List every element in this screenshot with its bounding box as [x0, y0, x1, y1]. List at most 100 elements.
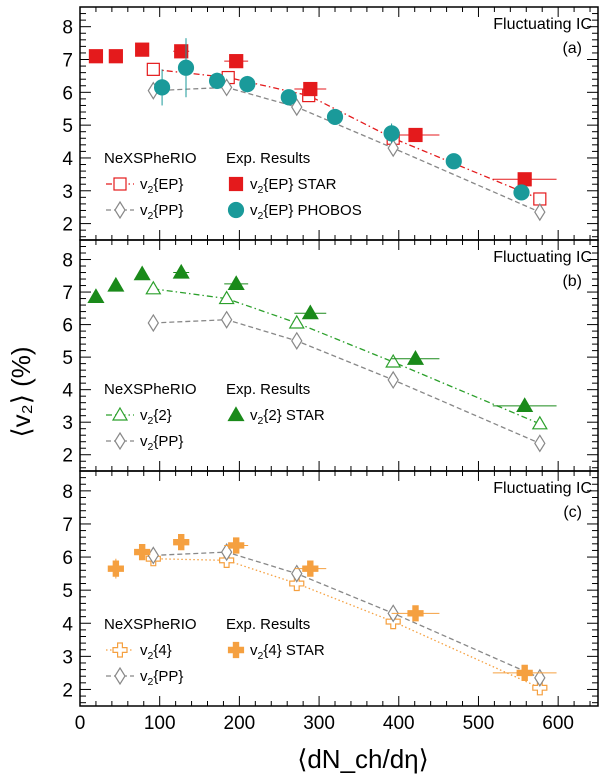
x-tick-label: 300	[303, 713, 335, 734]
y-tick-label: 2	[62, 680, 73, 701]
data-point	[147, 313, 160, 333]
y-tick-label: 3	[62, 182, 73, 203]
series-line-v2{4}	[153, 558, 541, 689]
x-tick-label: 500	[463, 713, 495, 734]
data-point	[301, 304, 319, 320]
y-tick-label: 6	[62, 548, 73, 569]
y-tick-label: 6	[62, 316, 73, 337]
y-tick-label: 2	[62, 215, 73, 236]
y-tick-label: 3	[62, 647, 73, 668]
data-point	[288, 314, 305, 329]
data-point	[387, 370, 399, 390]
legend-label: v2{PP}	[140, 668, 183, 688]
panel-title: Fluctuating IC	[493, 480, 592, 497]
data-point	[173, 534, 190, 551]
data-point	[291, 564, 303, 583]
x-axis-label: ⟨dN_ch/dη⟩	[297, 744, 429, 774]
data-point	[220, 310, 233, 329]
y-tick-label: 3	[62, 413, 73, 434]
data-point	[239, 76, 256, 93]
legend-header-exp: Exp. Results	[226, 381, 310, 398]
x-tick-label: 600	[542, 713, 574, 734]
panel-tag: (a)	[562, 40, 582, 57]
legend-label: v2{2}	[140, 407, 172, 427]
legend: NeXSPheRIO Exp. Results v2{EP} v2{PP} v2{EP}…	[104, 150, 362, 222]
legend-marker	[114, 666, 126, 686]
data-point	[227, 275, 245, 291]
legend-label: v2{4} STAR	[250, 642, 325, 662]
legend-label: v2{EP} STAR	[250, 176, 337, 196]
data-point	[516, 397, 534, 413]
x-tick-label: 200	[224, 713, 256, 734]
legend-marker	[228, 176, 244, 192]
legend-label: v2{4}	[140, 642, 172, 662]
legend-marker	[111, 406, 129, 421]
legend-header-exp: Exp. Results	[226, 150, 310, 167]
legend: NeXSPheRIO Exp. Results v2{2} v2{PP} v2{2} S…	[104, 381, 325, 453]
data-point	[534, 202, 546, 222]
data-point	[172, 263, 190, 279]
y-tick-label: 5	[62, 116, 73, 137]
legend-marker	[113, 177, 127, 191]
data-point	[218, 290, 235, 305]
legend-label: v2{PP}	[140, 433, 183, 453]
data-point	[513, 184, 530, 201]
data-point	[107, 276, 125, 292]
x-tick-labels: 0 100 200 300 400 500 600	[75, 713, 574, 734]
data-point	[229, 54, 244, 69]
data-point	[177, 59, 195, 76]
data-point	[133, 265, 151, 281]
data-point	[289, 575, 305, 592]
panel-title: Fluctuating IC	[493, 249, 592, 266]
data-point	[517, 172, 532, 187]
legend-header-model: NeXSPheRIO	[104, 381, 197, 398]
y-tick-label: 2	[62, 446, 73, 467]
data-point	[406, 350, 425, 365]
series-line-v2{PP}	[153, 551, 541, 679]
x-tick-label: 0	[75, 713, 86, 734]
y-tick-label: 4	[62, 614, 73, 635]
data-point	[208, 72, 226, 89]
data-point	[531, 415, 548, 430]
legend-marker	[112, 642, 128, 658]
legend-marker	[114, 200, 126, 220]
legend-label: v2{PP}	[140, 202, 183, 222]
data-point	[385, 353, 402, 368]
data-point	[87, 288, 105, 304]
legend-label: v2{EP}	[140, 176, 183, 196]
data-point	[107, 560, 124, 577]
series-line-v2{EP}	[153, 68, 541, 200]
data-point	[153, 79, 171, 96]
series-line-v2{PP}	[153, 86, 541, 213]
panel-tag: (c)	[563, 504, 582, 521]
data-point	[408, 127, 423, 143]
data-point	[534, 434, 546, 453]
legend-label: v2{EP} PHOBOS	[250, 202, 362, 222]
y-tick-label: 7	[62, 283, 73, 304]
y-tick-label: 5	[62, 581, 73, 602]
x-tick-label: 100	[144, 713, 176, 734]
data-point	[145, 280, 162, 295]
data-point	[516, 664, 533, 682]
panel-tag: (b)	[562, 273, 582, 290]
data-point	[280, 89, 297, 106]
y-tick-label: 6	[62, 83, 73, 104]
data-point	[326, 108, 344, 126]
y-tick-label: 8	[62, 482, 73, 503]
legend-marker	[227, 201, 245, 219]
data-point	[534, 668, 546, 687]
panels: 2 3 4 5 6 7 8 Fluctuating IC (a) NeXSPheRIO Exp. R…	[62, 6, 599, 707]
data-point	[174, 44, 189, 59]
data-point	[407, 605, 424, 622]
legend-marker	[227, 641, 245, 659]
panel-2: 2 3 4 5 6 7 8 Fluctuating IC (b) NeXSPheRIO Exp. R…	[62, 239, 599, 472]
legend-label: v2{2} STAR	[250, 407, 325, 427]
data-point	[108, 49, 123, 64]
series-line-v2{PP}	[153, 319, 541, 444]
data-point	[303, 81, 318, 97]
data-point	[134, 543, 151, 561]
legend-header-exp: Exp. Results	[226, 616, 310, 633]
data-point	[291, 331, 303, 350]
legend-marker	[114, 431, 126, 451]
data-point	[532, 680, 548, 696]
